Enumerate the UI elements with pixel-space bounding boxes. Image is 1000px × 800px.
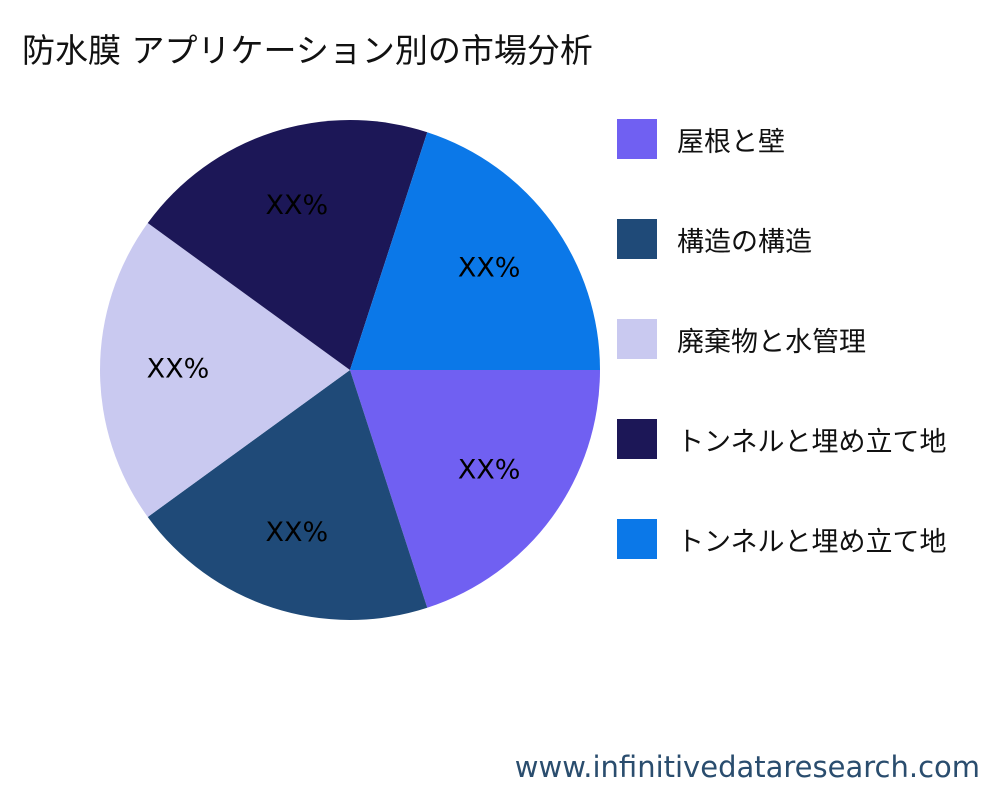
pie-slice (100, 223, 350, 517)
legend-item: 廃棄物と水管理 (617, 318, 946, 360)
legend-item: トンネルと埋め立て地 (617, 418, 946, 460)
legend-label: 構造の構造 (677, 226, 812, 258)
legend-label: トンネルと埋め立て地 (677, 526, 947, 558)
legend-swatch (617, 219, 657, 259)
pie-slice (147, 370, 428, 620)
legend-swatch (617, 519, 657, 559)
legend-item: 屋根と壁 (617, 118, 946, 160)
legend-label: 屋根と壁 (677, 126, 785, 158)
legend-label: トンネルと埋め立て地 (677, 426, 947, 458)
legend-label: 廃棄物と水管理 (677, 326, 866, 358)
pie-slice (350, 370, 600, 608)
slice-data-label: XX% (458, 455, 521, 486)
pie-slice (350, 132, 600, 370)
legend-swatch (617, 419, 657, 459)
legend-swatch (617, 319, 657, 359)
chart-title: 防水膜 アプリケーション別の市場分析 (22, 31, 593, 70)
legend-swatch (617, 119, 657, 159)
legend-item: 構造の構造 (617, 218, 946, 260)
legend: 屋根と壁 構造の構造 廃棄物と水管理 トンネルと埋め立て地 トンネルと埋め立て地 (617, 118, 946, 618)
slice-data-label: XX% (266, 517, 329, 548)
slice-data-label: XX% (266, 190, 329, 221)
website-url: www.infinitivedataresearch.com (514, 750, 980, 784)
legend-item: トンネルと埋め立て地 (617, 518, 946, 560)
slice-data-label: XX% (458, 252, 521, 283)
slice-data-label: XX% (147, 354, 210, 385)
pie-slice (147, 120, 428, 370)
